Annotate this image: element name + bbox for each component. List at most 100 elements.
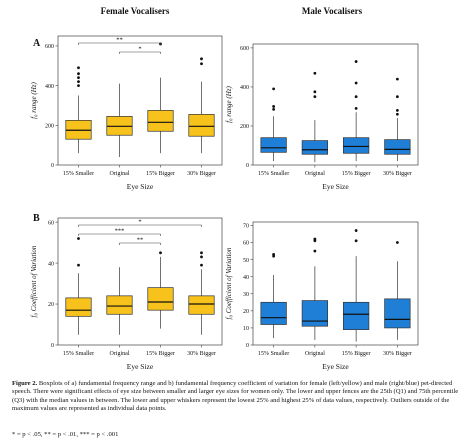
- y-axis-title: f₀ range (Hz): [30, 82, 38, 119]
- y-tick-label: 60: [243, 241, 249, 247]
- box-outlier: [313, 71, 317, 75]
- y-tick-label: 10: [243, 326, 249, 332]
- box-body: [342, 137, 370, 154]
- box-body: [384, 298, 411, 329]
- plot-frame: [57, 35, 223, 166]
- y-tick-label: 0: [246, 343, 249, 349]
- x-tick-label: 15% Bigger: [146, 351, 175, 357]
- box-outlier: [313, 95, 317, 99]
- box-outlier: [200, 263, 203, 267]
- box-outlier: [354, 60, 358, 63]
- box-body: [188, 295, 215, 315]
- caption-significance-key: * = p < .05, ** = p < .01, *** = p < .00…: [12, 431, 119, 438]
- significance-label: **: [116, 37, 123, 44]
- x-axis-title: Eye Size: [322, 182, 349, 191]
- box-outlier: [272, 87, 276, 91]
- y-tick-label: 20: [48, 302, 54, 308]
- box-outlier: [272, 107, 276, 111]
- box-body: [384, 139, 411, 155]
- y-tick-label: 70: [243, 224, 249, 230]
- y-tick-label: 30: [243, 292, 249, 298]
- box-outlier: [313, 237, 317, 241]
- x-tick-label: Original: [305, 351, 325, 357]
- significance-label: *: [138, 46, 141, 53]
- box-outlier: [354, 95, 358, 99]
- box-outlier: [395, 108, 399, 112]
- column-title-male: Male Vocalisers: [302, 6, 363, 16]
- box-outlier: [200, 62, 203, 66]
- box-outlier: [313, 249, 317, 253]
- box-body: [147, 110, 174, 132]
- box-outlier: [272, 253, 276, 256]
- plot-frame: [252, 221, 419, 346]
- y-axis-title: f₀ Coefficient of Variation: [30, 245, 38, 317]
- x-tick-label: 30% Bigger: [187, 171, 216, 177]
- figure: Female Vocalisers Male Vocalisers A B 0 2…: [30, 6, 419, 371]
- box-body: [260, 137, 287, 153]
- panel-label-a: A: [33, 38, 41, 49]
- y-tick-label: 40: [48, 261, 54, 267]
- x-tick-label: 15% Smaller: [63, 351, 94, 357]
- box-outlier: [354, 239, 358, 243]
- y-tick-label: 0: [246, 163, 249, 169]
- x-tick-label: 30% Bigger: [187, 351, 216, 357]
- x-tick-label: 15% Smaller: [63, 171, 94, 177]
- y-tick-label: 200: [45, 124, 54, 130]
- x-axis-title: Eye Size: [127, 362, 154, 371]
- box-outlier: [200, 255, 203, 259]
- box-outlier: [395, 241, 399, 244]
- box-outlier: [354, 107, 358, 110]
- box-outlier: [395, 112, 399, 116]
- x-tick-label: 30% Bigger: [383, 171, 412, 177]
- box-outlier: [354, 229, 358, 232]
- x-tick-label: 15% Bigger: [342, 351, 371, 357]
- box-outlier: [77, 84, 80, 88]
- box-body: [188, 114, 215, 137]
- box-outlier: [77, 237, 80, 240]
- x-tick-label: 15% Smaller: [258, 171, 289, 177]
- figure-caption: Figure 2. Boxplots of a) fundamental fre…: [12, 380, 464, 413]
- x-axis-title: Eye Size: [322, 362, 349, 371]
- plot-frame: [252, 43, 419, 166]
- plot-frame: [57, 217, 223, 346]
- box-outlier: [77, 263, 80, 267]
- x-tick-label: 15% Bigger: [146, 171, 175, 177]
- y-tick-label: 400: [240, 85, 249, 91]
- x-tick-label: 15% Bigger: [342, 171, 371, 177]
- box-body: [65, 297, 92, 317]
- significance-label: *: [138, 219, 141, 226]
- y-tick-label: 200: [240, 124, 249, 130]
- y-tick-label: 400: [45, 84, 54, 90]
- x-axis-title: Eye Size: [127, 182, 154, 191]
- box-body: [342, 301, 370, 330]
- y-tick-label: 60: [48, 220, 54, 226]
- box-body: [147, 287, 174, 311]
- y-tick-label: 50: [243, 258, 249, 264]
- caption-label: Figure 2.: [12, 380, 38, 387]
- box-outlier: [272, 105, 276, 108]
- y-tick-label: 600: [45, 44, 54, 50]
- plot-A-male: 0 200 400 600 f₀ range (Hz) 15% Smaller Origin…: [225, 43, 419, 191]
- plot-A-female: 0 200 400 600 f₀ range (Hz) 15% Smaller Origin…: [30, 35, 223, 191]
- box-outlier: [77, 80, 80, 84]
- box-body: [301, 140, 329, 155]
- box-body: [301, 300, 329, 327]
- x-tick-label: Original: [110, 351, 130, 357]
- box-body: [260, 301, 287, 325]
- box-outlier: [200, 251, 203, 255]
- box-outlier: [77, 66, 80, 70]
- box-body: [106, 295, 133, 315]
- box-outlier: [200, 57, 203, 61]
- y-axis-title: f₀ Coefficient of Variation: [225, 247, 233, 319]
- y-tick-label: 0: [51, 163, 54, 169]
- box-outlier: [395, 95, 399, 99]
- y-tick-label: 40: [243, 275, 249, 281]
- x-tick-label: 15% Smaller: [258, 351, 289, 357]
- y-tick-label: 20: [243, 309, 249, 315]
- x-tick-label: 30% Bigger: [383, 351, 412, 357]
- box-outlier: [395, 77, 399, 81]
- plot-B-male: 0 10 20 30 40 50 60 70 f₀ Coefficient of Variati…: [225, 221, 419, 371]
- x-tick-label: Original: [305, 171, 325, 177]
- box-outlier: [159, 251, 162, 255]
- y-tick-label: 0: [51, 343, 54, 349]
